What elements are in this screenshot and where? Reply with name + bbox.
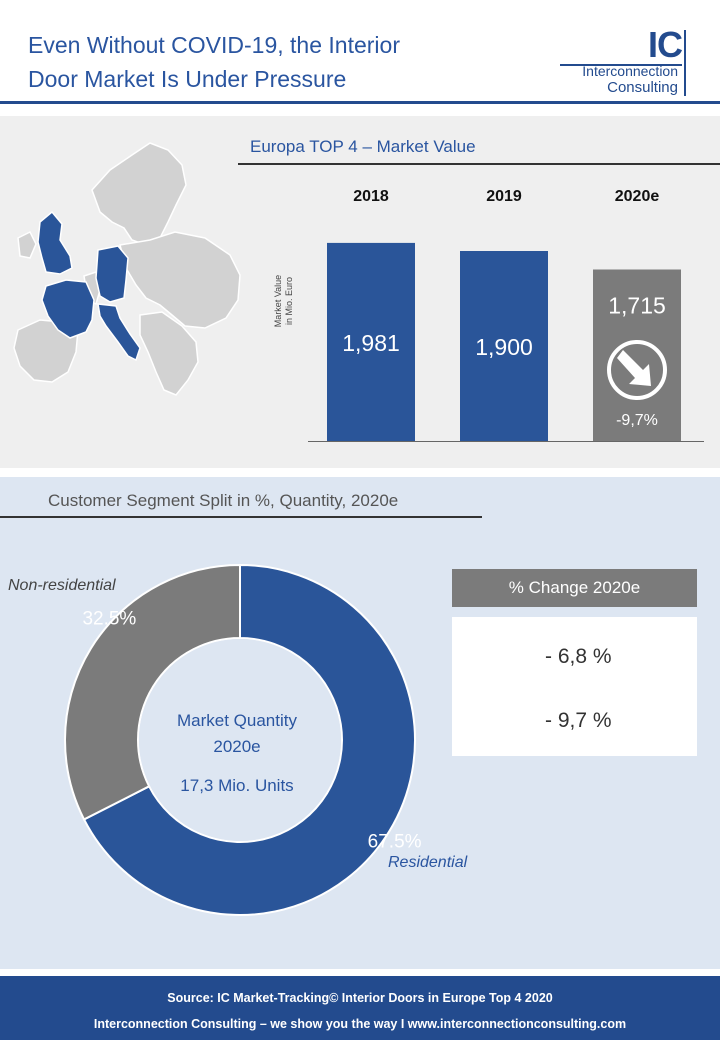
map-italy	[97, 303, 141, 362]
donut-center-text-1: Market Quantity	[177, 711, 297, 730]
legend-box	[452, 617, 697, 756]
map-scandinavia	[91, 142, 187, 246]
bar-2018	[327, 242, 415, 441]
bar-series: 1,981 1,900 1,715 -9,7%	[327, 242, 681, 441]
logo-bar	[560, 64, 682, 66]
legend-header: % Change 2020e	[452, 569, 697, 607]
bar-chart-title: Europa TOP 4 – Market Value	[250, 137, 476, 156]
bar-2019	[460, 251, 548, 441]
donut-center-text-3: 17,3 Mio. Units	[180, 776, 293, 795]
bar-annotation-change: -9,7%	[616, 412, 658, 429]
bar-2020e	[593, 269, 681, 441]
logo-text-2: Consulting	[607, 79, 678, 96]
footer-source: Source: IC Market-Tracking© Interior Doo…	[167, 991, 553, 1005]
bar-category-2019: 2019	[486, 188, 522, 205]
bar-baseline	[308, 441, 704, 442]
donut-value-label-non-residential: 32.5%	[82, 608, 136, 629]
header: Even Without COVID-19, the Interior Door…	[0, 0, 720, 104]
map-ireland	[17, 230, 37, 259]
footer: Source: IC Market-Tracking© Interior Doo…	[0, 976, 720, 1040]
bar-chart-title-rule	[238, 163, 720, 165]
donut-center-text-2: 2020e	[213, 737, 260, 756]
bar-category-2018: 2018	[353, 188, 389, 205]
slice-name-nonresidential: Non-residential	[8, 577, 116, 594]
footer-tagline: Interconnection Consulting – we show you…	[93, 1017, 627, 1031]
donut-chart-title: Customer Segment Split in %, Quantity, 2…	[48, 491, 399, 510]
title-line-1: Even Without COVID-19, the Interior	[28, 32, 400, 58]
map-germany	[95, 245, 129, 303]
bar-value-label-2019: 1,900	[475, 334, 533, 360]
donut-slice-residential	[82, 563, 416, 916]
slice-name-residential: Residential	[388, 854, 468, 871]
header-rule	[0, 101, 720, 104]
down-arrow-icon	[607, 340, 667, 400]
logo-mark: IC	[648, 24, 683, 65]
donut-value-label-residential: 67.5%	[368, 832, 422, 853]
bar-value-label-2018: 1,981	[342, 330, 400, 356]
bar-category-2020e: 2020e	[614, 188, 660, 205]
donut-chart-title-rule	[0, 516, 482, 518]
logo-text-1: Interconnection	[582, 63, 678, 79]
map-uk	[37, 210, 73, 275]
bar-value-label-2020e: 1,715	[608, 293, 666, 319]
europe-map	[13, 142, 241, 396]
map-balkans	[139, 311, 199, 396]
company-logo: IC Interconnection Consulting	[560, 22, 700, 98]
map-france	[41, 279, 95, 339]
page-title: Even Without COVID-19, the Interior Door…	[28, 28, 548, 96]
map-eastern-europe	[119, 231, 241, 329]
legend-value-residential: - 9,7 %	[545, 709, 612, 732]
donut-chart: 67.5% 32.5% Market Quantity 2020e 17,3 Mio. …	[64, 563, 422, 916]
donut-slice-non-residential	[64, 563, 241, 821]
legend-value-nonresidential: - 6,8 %	[545, 645, 612, 668]
logo-divider	[684, 30, 686, 96]
title-line-2: Door Market Is Under Pressure	[28, 66, 347, 92]
